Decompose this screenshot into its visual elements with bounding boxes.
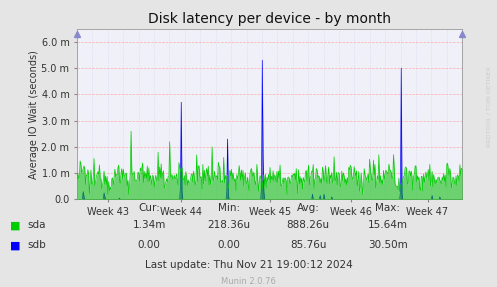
Title: Disk latency per device - by month: Disk latency per device - by month: [148, 12, 391, 26]
Text: 15.64m: 15.64m: [368, 220, 408, 230]
Text: Munin 2.0.76: Munin 2.0.76: [221, 277, 276, 286]
Text: Min:: Min:: [218, 203, 240, 213]
Text: 218.36u: 218.36u: [207, 220, 250, 230]
Text: Cur:: Cur:: [138, 203, 160, 213]
Text: 85.76u: 85.76u: [290, 241, 327, 250]
Text: 30.50m: 30.50m: [368, 241, 408, 250]
Text: 888.26u: 888.26u: [287, 220, 330, 230]
Text: RRDTOOL / TOBI OETIKER: RRDTOOL / TOBI OETIKER: [486, 66, 491, 147]
Text: ■: ■: [10, 241, 20, 250]
Text: 1.34m: 1.34m: [132, 220, 166, 230]
Text: Max:: Max:: [375, 203, 400, 213]
Text: 0.00: 0.00: [138, 241, 161, 250]
Text: 0.00: 0.00: [217, 241, 240, 250]
Text: sda: sda: [27, 220, 46, 230]
Y-axis label: Average IO Wait (seconds): Average IO Wait (seconds): [29, 50, 39, 179]
Text: sdb: sdb: [27, 241, 46, 250]
Text: Last update: Thu Nov 21 19:00:12 2024: Last update: Thu Nov 21 19:00:12 2024: [145, 261, 352, 270]
Text: Avg:: Avg:: [297, 203, 320, 213]
Text: ■: ■: [10, 220, 20, 230]
